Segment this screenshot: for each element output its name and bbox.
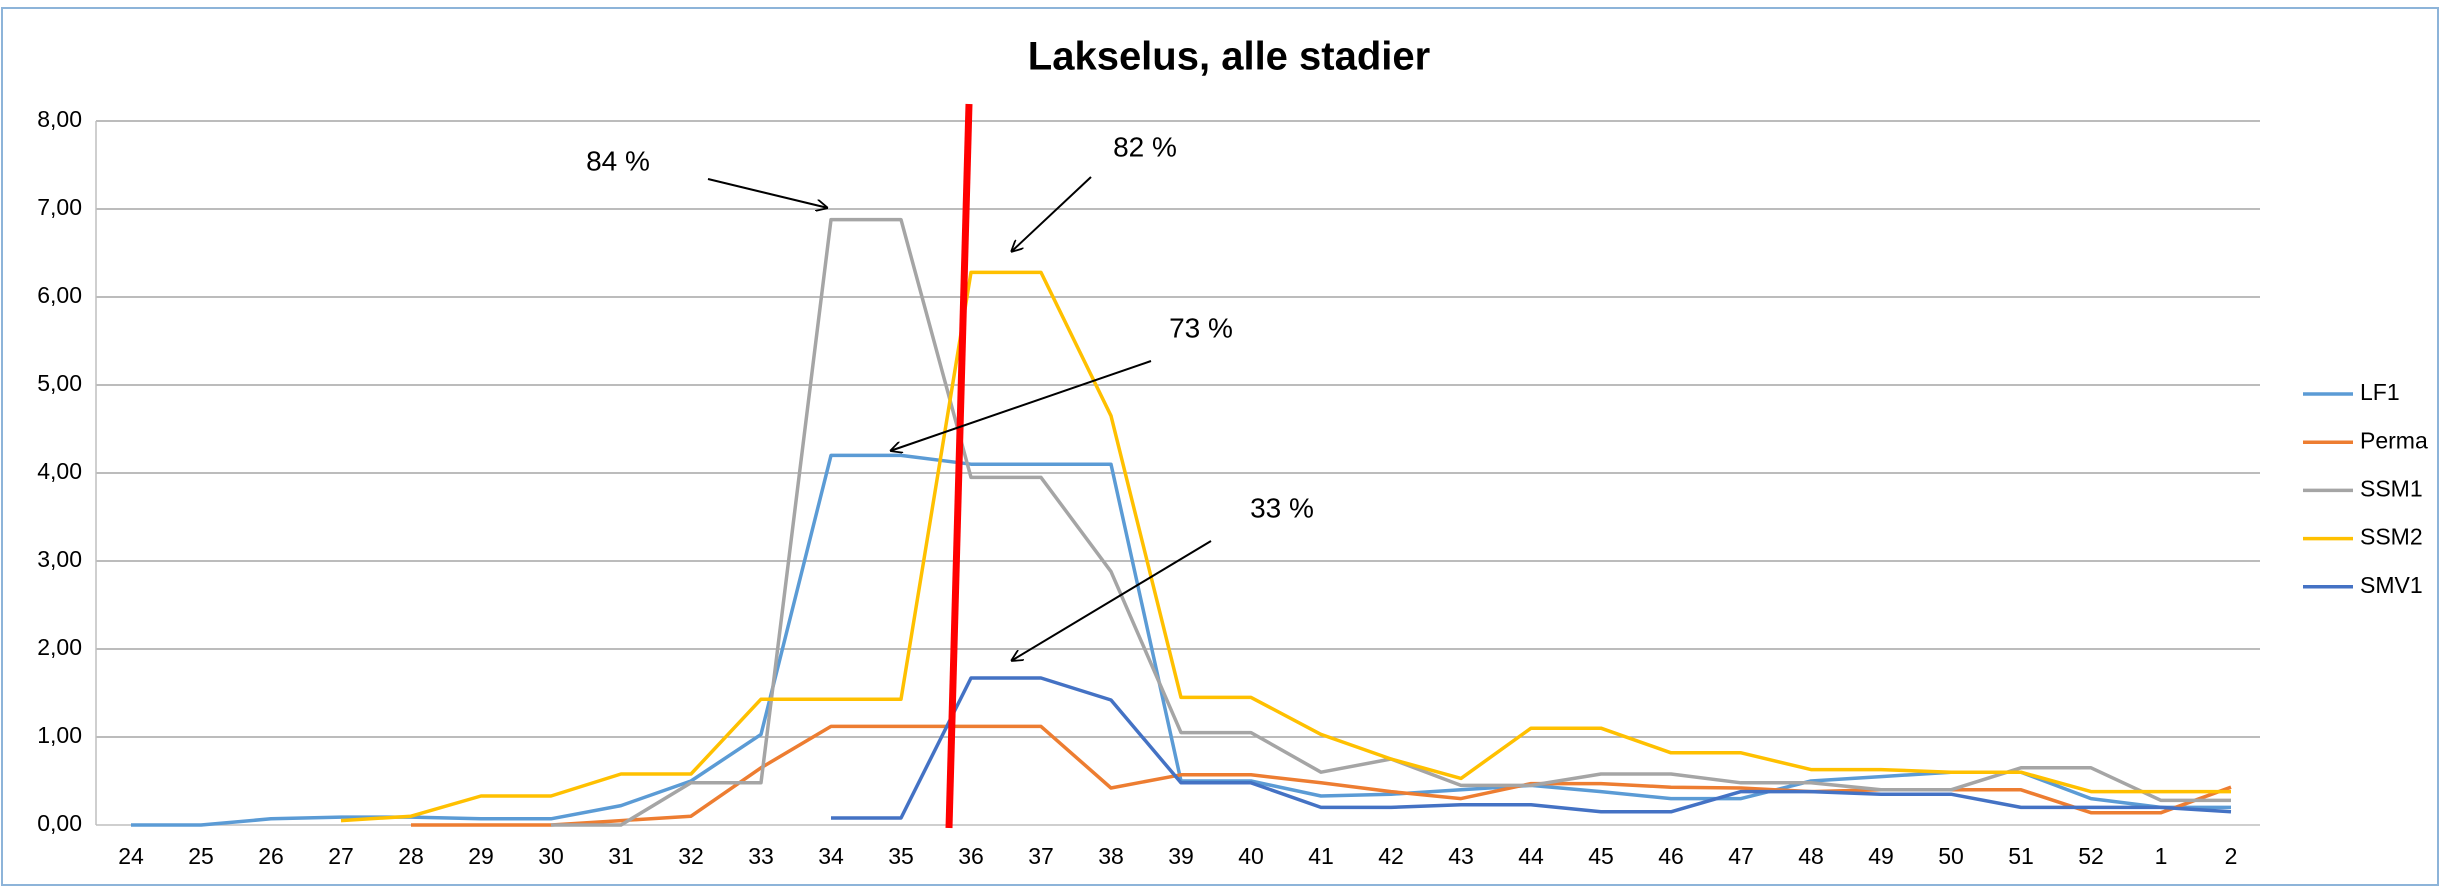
y-tick-label: 7,00 — [37, 194, 82, 220]
x-tick-label: 26 — [258, 843, 284, 869]
chart-title: Lakselus, alle stadier — [1028, 35, 1430, 79]
x-tick-label: 51 — [2008, 843, 2034, 869]
x-tick-label: 48 — [1798, 843, 1824, 869]
x-tick-label: 36 — [958, 843, 984, 869]
x-tick-label: 50 — [1938, 843, 1964, 869]
red-marker-line — [945, 103, 973, 829]
legend-label: SSM1 — [2360, 475, 2423, 501]
x-tick-label: 41 — [1308, 843, 1334, 869]
series-line — [551, 217, 2231, 827]
x-tick-label: 49 — [1868, 843, 1894, 869]
y-tick-label: 3,00 — [37, 546, 82, 572]
x-tick-label: 32 — [678, 843, 704, 869]
x-tick-label: 35 — [888, 843, 914, 869]
x-tick-label: 43 — [1448, 843, 1474, 869]
lines — [131, 217, 2232, 827]
y-tick-label: 6,00 — [37, 282, 82, 308]
x-tick-label: 45 — [1588, 843, 1614, 869]
x-tick-label: 2 — [2225, 843, 2238, 869]
annotation: 73 % — [1169, 312, 1233, 343]
x-tick-label: 27 — [328, 843, 354, 869]
x-tick-label: 34 — [818, 843, 844, 869]
x-tick-label: 37 — [1028, 843, 1054, 869]
x-tick-label: 1 — [2155, 843, 2168, 869]
x-tick-label: 38 — [1098, 843, 1124, 869]
x-tick-label: 33 — [748, 843, 774, 869]
x-tick-label: 24 — [118, 843, 144, 869]
x-tick-label: 47 — [1728, 843, 1754, 869]
x-tick-label: 52 — [2078, 843, 2104, 869]
annotation: 82 % — [1113, 131, 1177, 162]
x-tick-label: 31 — [608, 843, 634, 869]
annotation: 33 % — [1250, 492, 1314, 523]
legend-label: SSM2 — [2360, 524, 2423, 550]
x-tick-label: 39 — [1168, 843, 1194, 869]
series-line — [340, 270, 2231, 823]
y-tick-label: 0,00 — [37, 810, 82, 836]
y-tick-label: 1,00 — [37, 722, 82, 748]
y-tick-label: 5,00 — [37, 370, 82, 396]
frame — [1, 7, 2439, 886]
grid — [95, 120, 2260, 826]
x-tick-label: 28 — [398, 843, 424, 869]
annotation: 84 % — [586, 145, 650, 176]
annotation-arrow — [890, 360, 1152, 451]
x-tick-label: 30 — [538, 843, 564, 869]
x-tick-label: 44 — [1518, 843, 1544, 869]
y-tick-label: 8,00 — [37, 106, 82, 132]
x-tick-label: 46 — [1658, 843, 1684, 869]
legend-label: Perma — [2360, 427, 2428, 453]
annotation-arrow — [1011, 176, 1092, 252]
x-tick-label: 29 — [468, 843, 494, 869]
annotation-arrow — [1011, 540, 1212, 661]
y-tick-label: 4,00 — [37, 458, 82, 484]
x-tick-label: 25 — [188, 843, 214, 869]
x-tick-label: 42 — [1378, 843, 1404, 869]
series-line — [831, 676, 2232, 820]
x-tick-label: 40 — [1238, 843, 1264, 869]
y-tick-label: 2,00 — [37, 634, 82, 660]
annotation-arrow — [707, 178, 828, 208]
legend-label: SMV1 — [2360, 572, 2423, 598]
legend-label: LF1 — [2360, 379, 2400, 405]
